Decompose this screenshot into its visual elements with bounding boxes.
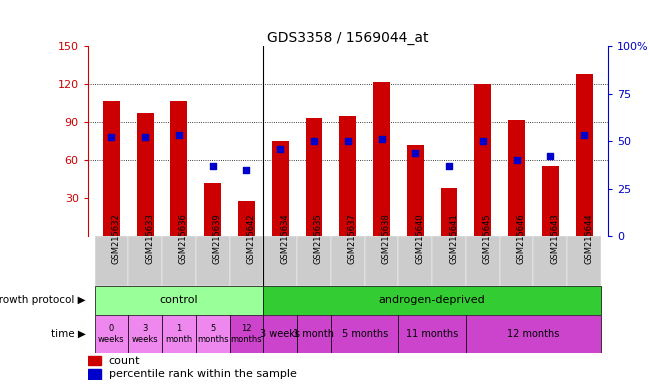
Point bbox=[174, 132, 184, 139]
FancyBboxPatch shape bbox=[263, 315, 297, 353]
FancyBboxPatch shape bbox=[331, 315, 398, 353]
FancyBboxPatch shape bbox=[331, 236, 365, 286]
Bar bbox=[306, 118, 322, 236]
Bar bbox=[373, 81, 390, 236]
Text: growth protocol ▶: growth protocol ▶ bbox=[0, 295, 86, 306]
Bar bbox=[103, 101, 120, 236]
Text: GSM215638: GSM215638 bbox=[382, 213, 391, 264]
Bar bbox=[441, 188, 458, 236]
Point bbox=[106, 134, 116, 141]
Text: GSM215645: GSM215645 bbox=[483, 214, 492, 264]
FancyBboxPatch shape bbox=[196, 315, 229, 353]
Text: GSM215646: GSM215646 bbox=[517, 213, 526, 264]
Text: GSM215633: GSM215633 bbox=[145, 213, 154, 264]
Point bbox=[376, 136, 387, 142]
Bar bbox=[407, 145, 424, 236]
Text: GSM215634: GSM215634 bbox=[280, 213, 289, 264]
Bar bbox=[508, 119, 525, 236]
Bar bbox=[170, 101, 187, 236]
FancyBboxPatch shape bbox=[162, 236, 196, 286]
Point bbox=[410, 149, 421, 156]
Text: 1 month: 1 month bbox=[294, 329, 335, 339]
Text: 0
weeks: 0 weeks bbox=[98, 324, 125, 344]
FancyBboxPatch shape bbox=[567, 236, 601, 286]
Text: GSM215639: GSM215639 bbox=[213, 213, 222, 264]
Bar bbox=[88, 356, 101, 366]
Text: 3
weeks: 3 weeks bbox=[132, 324, 159, 344]
FancyBboxPatch shape bbox=[229, 236, 263, 286]
Point bbox=[309, 138, 319, 144]
Text: GSM215635: GSM215635 bbox=[314, 213, 323, 264]
FancyBboxPatch shape bbox=[365, 236, 398, 286]
Text: GSM215640: GSM215640 bbox=[415, 214, 424, 264]
Text: GSM215643: GSM215643 bbox=[551, 213, 560, 264]
Text: 5 months: 5 months bbox=[341, 329, 388, 339]
Text: GSM215632: GSM215632 bbox=[111, 213, 120, 264]
Text: 11 months: 11 months bbox=[406, 329, 458, 339]
Bar bbox=[272, 141, 289, 236]
Text: GSM215644: GSM215644 bbox=[584, 214, 593, 264]
Point bbox=[512, 157, 522, 163]
Text: androgen-deprived: androgen-deprived bbox=[379, 295, 486, 306]
Point bbox=[207, 163, 218, 169]
Text: 1
month: 1 month bbox=[165, 324, 192, 344]
Bar bbox=[474, 84, 491, 236]
Point bbox=[241, 167, 252, 173]
Text: percentile rank within the sample: percentile rank within the sample bbox=[109, 369, 296, 379]
Point bbox=[275, 146, 285, 152]
Bar bbox=[238, 201, 255, 236]
FancyBboxPatch shape bbox=[162, 315, 196, 353]
Text: GSM215641: GSM215641 bbox=[449, 214, 458, 264]
Point bbox=[140, 134, 150, 141]
Bar bbox=[136, 113, 153, 236]
Text: 12 months: 12 months bbox=[507, 329, 560, 339]
Bar bbox=[542, 167, 559, 236]
FancyBboxPatch shape bbox=[128, 236, 162, 286]
Text: time ▶: time ▶ bbox=[51, 329, 86, 339]
FancyBboxPatch shape bbox=[466, 315, 601, 353]
Text: GSM215637: GSM215637 bbox=[348, 213, 357, 264]
Text: 12
months: 12 months bbox=[231, 324, 262, 344]
Point bbox=[444, 163, 454, 169]
FancyBboxPatch shape bbox=[466, 236, 500, 286]
Text: GSM215636: GSM215636 bbox=[179, 213, 188, 264]
Bar bbox=[88, 369, 101, 379]
Point bbox=[545, 153, 556, 159]
FancyBboxPatch shape bbox=[263, 286, 601, 315]
Point bbox=[579, 132, 590, 139]
FancyBboxPatch shape bbox=[297, 236, 331, 286]
FancyBboxPatch shape bbox=[128, 315, 162, 353]
FancyBboxPatch shape bbox=[500, 236, 534, 286]
Text: 5
months: 5 months bbox=[197, 324, 229, 344]
FancyBboxPatch shape bbox=[534, 236, 567, 286]
FancyBboxPatch shape bbox=[94, 286, 263, 315]
FancyBboxPatch shape bbox=[297, 315, 331, 353]
Text: control: control bbox=[160, 295, 198, 306]
Bar bbox=[576, 74, 593, 236]
FancyBboxPatch shape bbox=[263, 236, 297, 286]
Text: 3 weeks: 3 weeks bbox=[260, 329, 300, 339]
FancyBboxPatch shape bbox=[398, 315, 466, 353]
FancyBboxPatch shape bbox=[229, 315, 263, 353]
Point bbox=[343, 138, 353, 144]
Text: count: count bbox=[109, 356, 140, 366]
FancyBboxPatch shape bbox=[94, 315, 128, 353]
FancyBboxPatch shape bbox=[432, 236, 466, 286]
Bar bbox=[204, 183, 221, 236]
FancyBboxPatch shape bbox=[196, 236, 229, 286]
FancyBboxPatch shape bbox=[398, 236, 432, 286]
FancyBboxPatch shape bbox=[94, 236, 128, 286]
Point bbox=[478, 138, 488, 144]
Title: GDS3358 / 1569044_at: GDS3358 / 1569044_at bbox=[267, 31, 428, 45]
Text: GSM215642: GSM215642 bbox=[246, 214, 255, 264]
Bar bbox=[339, 116, 356, 236]
